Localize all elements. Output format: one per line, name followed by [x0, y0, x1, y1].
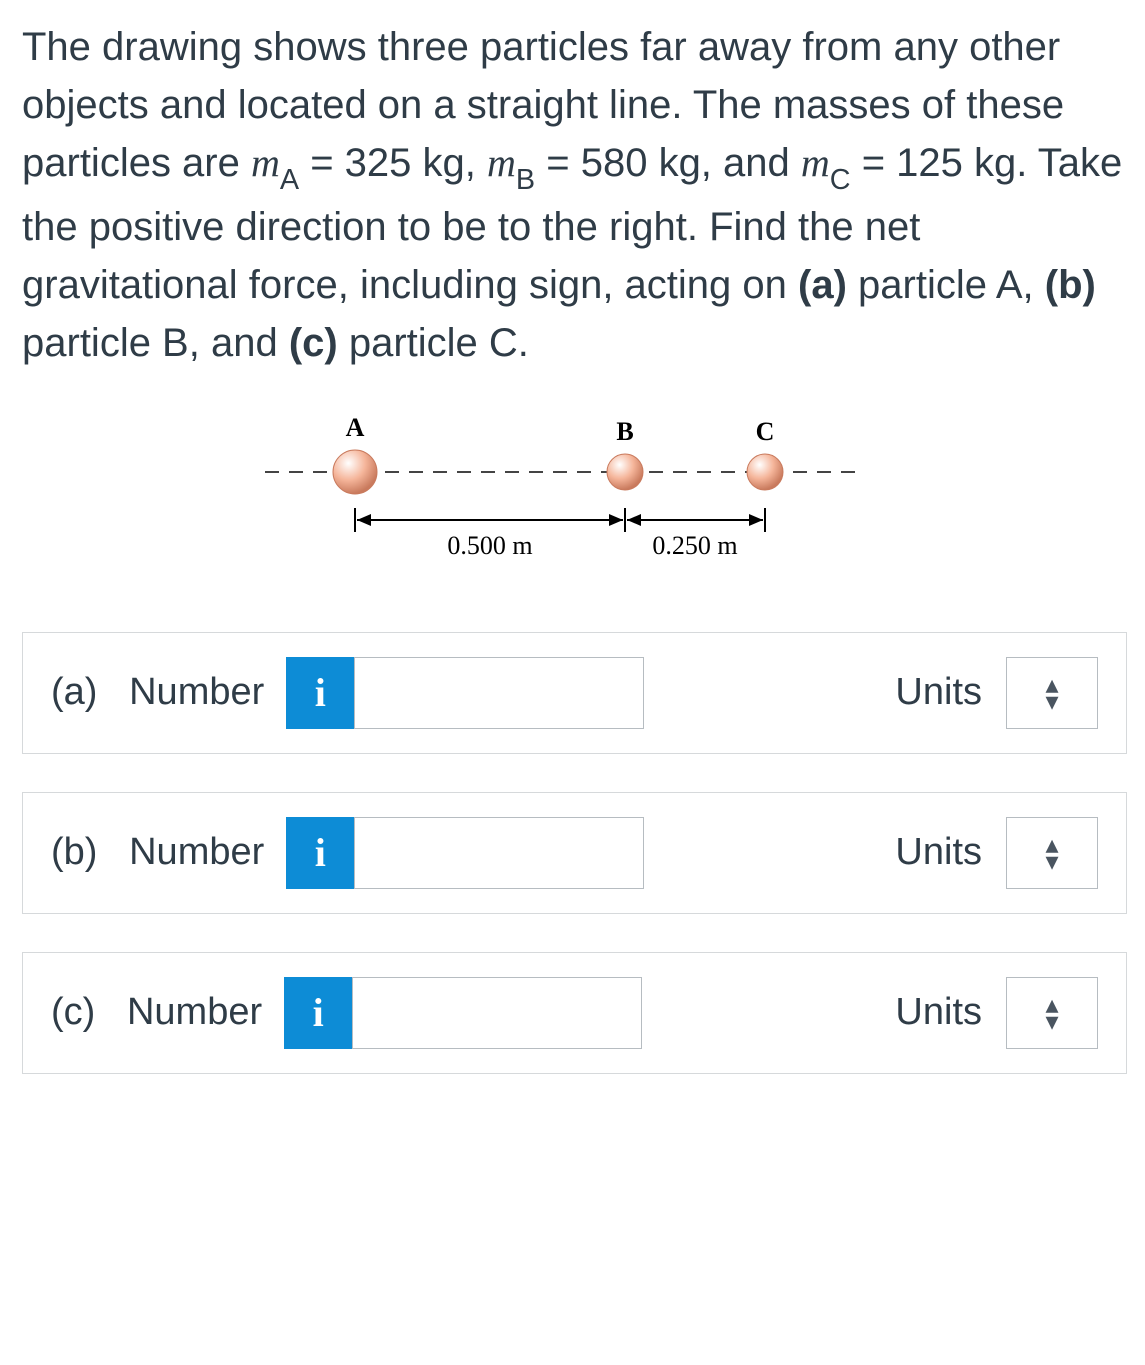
q-pa: (a): [798, 263, 847, 307]
svg-text:A: A: [345, 413, 364, 442]
mA-sym: m: [251, 140, 280, 185]
units-select-c[interactable]: ▴▾: [1006, 977, 1098, 1049]
answer-label-c: (c) Number: [51, 991, 262, 1034]
q-pb: (b): [1045, 263, 1096, 307]
q-pc: (c): [289, 321, 338, 365]
answer-row-c: (c) Number i Units ▴▾: [22, 952, 1127, 1074]
chevron-updown-icon: ▴▾: [1045, 676, 1058, 710]
chevron-updown-icon: ▴▾: [1045, 996, 1058, 1030]
question-text: The drawing shows three particles far aw…: [22, 18, 1127, 372]
svg-text:0.250 m: 0.250 m: [652, 531, 737, 560]
q-pcT: particle C.: [338, 321, 529, 365]
number-input-b[interactable]: [354, 817, 644, 889]
info-button-a[interactable]: i: [286, 657, 354, 729]
units-label-b: Units: [895, 831, 982, 874]
mB-sub: B: [516, 164, 535, 196]
q-eq2: = 580 kg, and: [535, 141, 801, 185]
answer-label-b: (b) Number: [51, 831, 264, 874]
units-select-b[interactable]: ▴▾: [1006, 817, 1098, 889]
info-button-b[interactable]: i: [286, 817, 354, 889]
particle-diagram: A B C 0.500 m 0.250 m: [22, 402, 1127, 592]
answer-label-a: (a) Number: [51, 671, 264, 714]
q-paT: particle A,: [847, 263, 1045, 307]
units-label-a: Units: [895, 671, 982, 714]
svg-text:B: B: [616, 417, 633, 446]
info-button-c[interactable]: i: [284, 977, 352, 1049]
mB-sym: m: [487, 140, 516, 185]
mC-sym: m: [801, 140, 830, 185]
number-input-a[interactable]: [354, 657, 644, 729]
svg-text:0.500 m: 0.500 m: [447, 531, 532, 560]
diagram-svg: A B C 0.500 m 0.250 m: [225, 402, 925, 592]
mC-sub: C: [830, 164, 851, 196]
q-pbT: particle B, and: [22, 321, 289, 365]
q-eq1: = 325 kg,: [299, 141, 487, 185]
answer-row-a: (a) Number i Units ▴▾: [22, 632, 1127, 754]
mA-sub: A: [280, 164, 299, 196]
units-label-c: Units: [895, 991, 982, 1034]
svg-text:C: C: [755, 417, 774, 446]
units-select-a[interactable]: ▴▾: [1006, 657, 1098, 729]
answer-row-b: (b) Number i Units ▴▾: [22, 792, 1127, 914]
chevron-updown-icon: ▴▾: [1045, 836, 1058, 870]
number-input-c[interactable]: [352, 977, 642, 1049]
